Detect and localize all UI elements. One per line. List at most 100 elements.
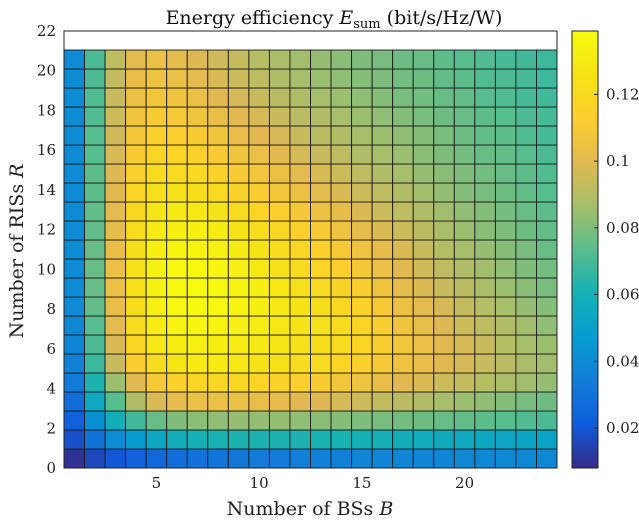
heatmap-cell bbox=[289, 258, 311, 279]
colorbar-tick-label: 0.08 bbox=[606, 219, 639, 237]
heatmap-cell bbox=[371, 49, 394, 70]
heatmap-cell bbox=[207, 334, 229, 355]
heatmap-cell bbox=[63, 125, 85, 146]
heatmap-cell bbox=[248, 391, 270, 412]
heatmap-cell bbox=[145, 201, 168, 222]
heatmap-cell bbox=[289, 68, 311, 89]
heatmap-cell bbox=[494, 429, 517, 450]
heatmap-cell bbox=[84, 410, 106, 431]
heatmap-cell bbox=[310, 353, 332, 374]
heatmap-cell bbox=[248, 239, 270, 260]
heatmap-cell bbox=[536, 410, 558, 431]
heatmap-cell bbox=[227, 448, 250, 469]
heatmap-cell bbox=[412, 239, 435, 260]
heatmap-cell bbox=[289, 448, 311, 469]
heatmap-cell bbox=[392, 296, 414, 317]
heatmap-cell bbox=[371, 296, 394, 317]
heatmap-cell bbox=[515, 391, 537, 412]
heatmap-cell bbox=[494, 391, 517, 412]
heatmap-cell bbox=[248, 144, 270, 165]
heatmap-cell bbox=[433, 239, 455, 260]
heatmap-cell bbox=[268, 296, 291, 317]
heatmap-cell bbox=[392, 68, 414, 89]
heatmap-cell bbox=[412, 296, 435, 317]
heatmap-cell bbox=[515, 372, 537, 393]
heatmap-cell bbox=[166, 220, 188, 241]
heatmap-cell bbox=[310, 68, 332, 89]
heatmap-cell bbox=[248, 296, 270, 317]
heatmap-cell bbox=[515, 410, 537, 431]
heatmap-cell bbox=[330, 125, 353, 146]
heatmap-cell bbox=[433, 315, 455, 336]
heatmap-cell bbox=[412, 125, 435, 146]
heatmap-cell bbox=[166, 372, 188, 393]
heatmap-cell bbox=[268, 68, 291, 89]
heatmap-cell bbox=[84, 277, 106, 298]
heatmap-cell bbox=[207, 296, 229, 317]
heatmap-cell bbox=[227, 144, 250, 165]
heatmap-cell bbox=[186, 410, 209, 431]
heatmap-cell bbox=[515, 163, 537, 184]
heatmap-cell bbox=[186, 220, 209, 241]
heatmap-cell bbox=[125, 201, 147, 222]
heatmap-cell bbox=[494, 87, 517, 108]
heatmap-cell bbox=[453, 87, 476, 108]
heatmap-cell bbox=[125, 315, 147, 336]
heatmap-cell bbox=[268, 410, 291, 431]
heatmap-cell bbox=[515, 201, 537, 222]
heatmap-cell bbox=[330, 68, 353, 89]
heatmap-cell bbox=[412, 391, 435, 412]
heatmap-cell bbox=[84, 125, 106, 146]
heatmap-cell bbox=[310, 49, 332, 70]
heatmap-cell bbox=[145, 258, 168, 279]
heatmap-cell bbox=[104, 277, 127, 298]
heatmap-cell bbox=[433, 334, 455, 355]
heatmap-cell bbox=[207, 239, 229, 260]
heatmap-cell bbox=[351, 372, 373, 393]
heatmap-cell bbox=[494, 315, 517, 336]
heatmap-cell bbox=[515, 87, 537, 108]
heatmap-cell bbox=[63, 315, 85, 336]
heatmap-cell bbox=[371, 68, 394, 89]
heatmap-cell bbox=[453, 410, 476, 431]
heatmap-cell bbox=[515, 429, 537, 450]
heatmap-cell bbox=[84, 220, 106, 241]
heatmap-cell bbox=[536, 163, 558, 184]
heatmap-cell bbox=[268, 87, 291, 108]
heatmap-cell bbox=[330, 49, 353, 70]
heatmap-cell bbox=[104, 258, 127, 279]
heatmap-cell bbox=[289, 315, 311, 336]
heatmap-cell bbox=[125, 106, 147, 127]
heatmap-cell bbox=[125, 410, 147, 431]
heatmap-cell bbox=[392, 201, 414, 222]
heatmap-cell bbox=[330, 391, 353, 412]
heatmap-cell bbox=[310, 391, 332, 412]
heatmap-cell bbox=[248, 68, 270, 89]
heatmap-cell bbox=[63, 429, 85, 450]
heatmap-cell bbox=[371, 220, 394, 241]
heatmap-cell bbox=[186, 163, 209, 184]
heatmap-cell bbox=[227, 353, 250, 374]
heatmap-cell bbox=[494, 258, 517, 279]
heatmap-cell bbox=[268, 277, 291, 298]
heatmap-cell bbox=[494, 125, 517, 146]
y-tick-label: 20 bbox=[37, 62, 56, 80]
heatmap-cell bbox=[125, 125, 147, 146]
heatmap-cell bbox=[536, 49, 558, 70]
heatmap-cell bbox=[433, 391, 455, 412]
heatmap-cell bbox=[536, 106, 558, 127]
heatmap-cell bbox=[227, 410, 250, 431]
heatmap-cell bbox=[125, 296, 147, 317]
heatmap-cell bbox=[351, 68, 373, 89]
heatmap-cell bbox=[268, 163, 291, 184]
heatmap-cell bbox=[84, 372, 106, 393]
heatmap-cell bbox=[289, 353, 311, 374]
heatmap-cell bbox=[392, 448, 414, 469]
heatmap-cell bbox=[186, 49, 209, 70]
heatmap-cell bbox=[84, 144, 106, 165]
heatmap-cell bbox=[227, 296, 250, 317]
heatmap-cell bbox=[536, 372, 558, 393]
heatmap-cell bbox=[412, 429, 435, 450]
heatmap-cell bbox=[392, 372, 414, 393]
heatmap-cell bbox=[536, 182, 558, 203]
